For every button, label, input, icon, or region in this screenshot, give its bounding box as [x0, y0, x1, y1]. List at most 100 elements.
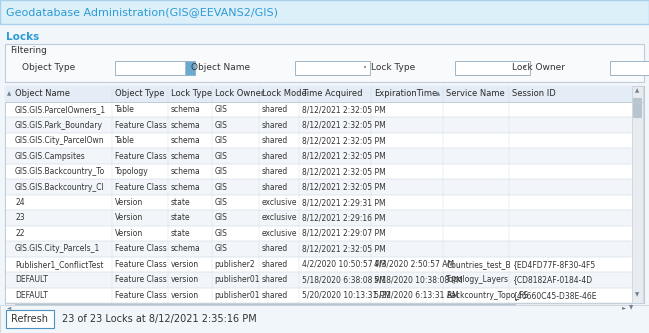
Text: {ED4FD77F-8F30-4F5: {ED4FD77F-8F30-4F5 — [512, 260, 595, 269]
Text: state: state — [171, 198, 191, 207]
Text: shared: shared — [262, 152, 288, 161]
Bar — [6, 287, 632, 303]
Bar — [0, 305, 649, 333]
Text: Version: Version — [114, 198, 143, 207]
Text: Feature Class: Feature Class — [114, 260, 166, 269]
Text: Topology: Topology — [114, 167, 148, 176]
Text: Feature Class: Feature Class — [114, 291, 166, 300]
Text: exclusive: exclusive — [262, 198, 297, 207]
Text: Version: Version — [114, 213, 143, 222]
Text: shared: shared — [262, 182, 288, 191]
Text: ▼: ▼ — [629, 305, 633, 310]
Text: GIS.GIS.Backcountry_To: GIS.GIS.Backcountry_To — [15, 167, 105, 176]
Text: Table: Table — [114, 136, 134, 145]
Text: shared: shared — [262, 167, 288, 176]
Text: shared: shared — [262, 260, 288, 269]
Text: Lock Type: Lock Type — [171, 90, 212, 99]
Text: schema: schema — [171, 121, 201, 130]
Text: Locks: Locks — [6, 32, 39, 42]
Bar — [6, 149, 632, 164]
Text: Lock Mode: Lock Mode — [262, 90, 306, 99]
Text: •: • — [363, 65, 367, 71]
Text: GIS: GIS — [215, 198, 228, 207]
Text: 4/2/2020 10:50:57 PM: 4/2/2020 10:50:57 PM — [302, 260, 387, 269]
Text: 8/12/2021 2:29:31 PM: 8/12/2021 2:29:31 PM — [302, 198, 386, 207]
Bar — [15, 304, 516, 312]
Text: 5/22/2020 6:13:31 AM: 5/22/2020 6:13:31 AM — [374, 291, 459, 300]
Text: Lock Owner: Lock Owner — [512, 64, 565, 73]
Text: 5/18/2020 6:38:08 PM: 5/18/2020 6:38:08 PM — [302, 275, 386, 284]
Text: GIS: GIS — [215, 213, 228, 222]
Text: Filtering: Filtering — [10, 46, 47, 55]
Text: GIS.GIS.ParcelOwners_1: GIS.GIS.ParcelOwners_1 — [15, 105, 106, 114]
Text: version: version — [171, 291, 199, 300]
Text: GIS: GIS — [215, 229, 228, 238]
Text: GIS.GIS.Campsites: GIS.GIS.Campsites — [15, 152, 86, 161]
Text: 8/12/2021 2:29:07 PM: 8/12/2021 2:29:07 PM — [302, 229, 386, 238]
Text: 8/12/2021 2:32:05 PM: 8/12/2021 2:32:05 PM — [302, 136, 386, 145]
Text: Lock Owner: Lock Owner — [215, 90, 264, 99]
Bar — [5, 44, 644, 82]
Text: 8/12/2021 2:32:05 PM: 8/12/2021 2:32:05 PM — [302, 105, 386, 114]
Text: ExpirationTime: ExpirationTime — [374, 90, 437, 99]
Text: Time Acquired: Time Acquired — [302, 90, 363, 99]
Text: schema: schema — [171, 105, 201, 114]
Text: GIS: GIS — [215, 182, 228, 191]
Bar — [6, 164, 632, 179]
Text: schema: schema — [171, 152, 201, 161]
Text: exclusive: exclusive — [262, 213, 297, 222]
Text: GIS.GIS.Park_Boundary: GIS.GIS.Park_Boundary — [15, 121, 103, 130]
Text: shared: shared — [262, 244, 288, 253]
Text: ▼: ▼ — [635, 292, 640, 297]
Text: 8/12/2021 2:32:05 PM: 8/12/2021 2:32:05 PM — [302, 121, 386, 130]
Text: publisher2: publisher2 — [215, 260, 255, 269]
Text: exclusive: exclusive — [262, 229, 297, 238]
Bar — [610, 61, 649, 75]
Text: ►: ► — [622, 305, 626, 310]
Bar — [6, 118, 632, 133]
Text: DEFAULT: DEFAULT — [15, 291, 48, 300]
Bar — [6, 310, 54, 328]
Text: Object Name: Object Name — [191, 64, 250, 73]
Text: ▲: ▲ — [635, 88, 640, 93]
Text: schema: schema — [171, 182, 201, 191]
Text: GIS: GIS — [215, 105, 228, 114]
Text: Feature Class: Feature Class — [114, 244, 166, 253]
Text: Geodatabase Administration(GIS@EEVANS2/GIS): Geodatabase Administration(GIS@EEVANS2/G… — [6, 7, 278, 17]
Text: 24: 24 — [15, 198, 25, 207]
Text: 8/12/2021 2:29:16 PM: 8/12/2021 2:29:16 PM — [302, 213, 386, 222]
Text: version: version — [171, 260, 199, 269]
Text: 5/18/2020 10:38:08 PM: 5/18/2020 10:38:08 PM — [374, 275, 463, 284]
Text: publisher01: publisher01 — [215, 291, 260, 300]
Text: schema: schema — [171, 244, 201, 253]
Text: Object Type: Object Type — [114, 90, 164, 99]
Text: 8/12/2021 2:32:05 PM: 8/12/2021 2:32:05 PM — [302, 244, 386, 253]
Bar — [455, 61, 530, 75]
Bar — [6, 195, 632, 210]
Text: Session ID: Session ID — [512, 90, 556, 99]
Text: Topology_Layers: Topology_Layers — [447, 275, 509, 284]
Text: 8/12/2021 2:32:05 PM: 8/12/2021 2:32:05 PM — [302, 167, 386, 176]
Text: {46660C45-D38E-46E: {46660C45-D38E-46E — [512, 291, 596, 300]
Text: Service Name: Service Name — [447, 90, 505, 99]
Text: GIS.GIS.City_ParcelOwn: GIS.GIS.City_ParcelOwn — [15, 136, 104, 145]
Text: 22: 22 — [15, 229, 25, 238]
Text: Countries_test_B: Countries_test_B — [447, 260, 511, 269]
Text: Object Name: Object Name — [15, 90, 70, 99]
Bar — [632, 86, 643, 303]
Text: 5/20/2020 10:13:31 PM: 5/20/2020 10:13:31 PM — [302, 291, 391, 300]
Bar — [6, 272, 632, 287]
Text: schema: schema — [171, 136, 201, 145]
Bar — [5, 303, 631, 313]
Text: Lock Type: Lock Type — [371, 64, 415, 73]
Text: 4/3/2020 2:50:57 AM: 4/3/2020 2:50:57 AM — [374, 260, 454, 269]
Text: Object Type: Object Type — [22, 64, 75, 73]
Text: ◄: ◄ — [7, 305, 11, 310]
Bar — [6, 257, 632, 272]
Text: GIS: GIS — [215, 167, 228, 176]
Text: {CD8182AF-0184-4D: {CD8182AF-0184-4D — [512, 275, 592, 284]
Bar — [6, 133, 632, 149]
Bar — [6, 241, 632, 257]
Bar — [6, 179, 632, 195]
Text: schema: schema — [171, 167, 201, 176]
